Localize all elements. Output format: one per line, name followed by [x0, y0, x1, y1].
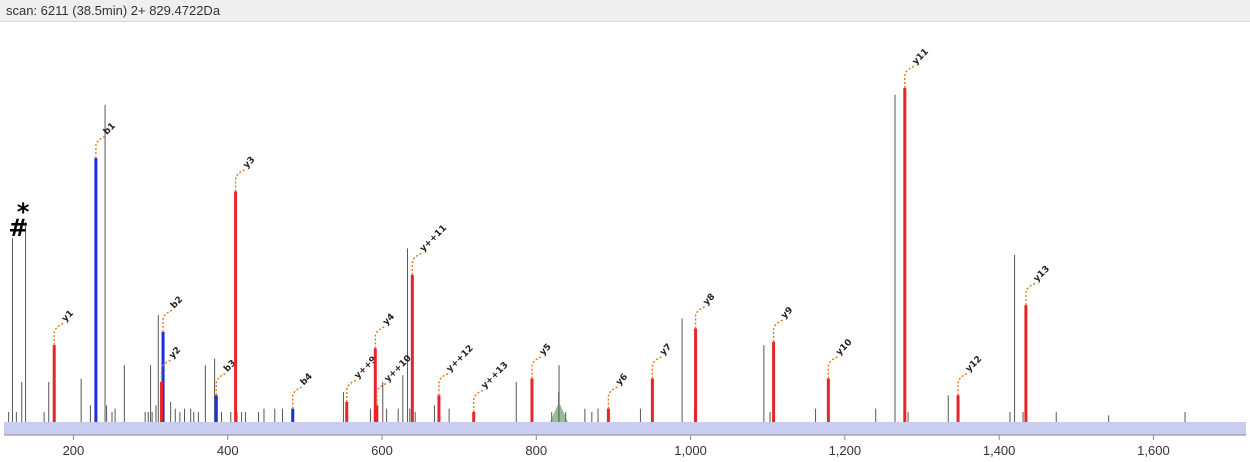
peak-label-y10: y10 [834, 338, 854, 358]
peak-label-line-y4 [374, 325, 386, 349]
peak-label-line-y9 [772, 319, 784, 342]
peak-label-ypp13: y++13 [480, 360, 511, 391]
peak-label-y6: y6 [614, 372, 630, 388]
peak-label-y7: y7 [658, 342, 674, 358]
peak-label-y3: y3 [242, 155, 258, 171]
peak-label-line-b1 [95, 135, 107, 159]
baseline-band [4, 422, 1246, 435]
peak-label-line-y13 [1025, 282, 1037, 306]
peak-label-line-y5 [531, 355, 543, 379]
peak-label-y11: y11 [911, 47, 931, 67]
peak-label-line-y12 [957, 372, 969, 396]
peak-label-y9: y9 [780, 305, 796, 321]
x-tick-label-400: 400 [217, 443, 239, 458]
peak-label-y8: y8 [702, 292, 718, 308]
peak-label-line-y1 [53, 322, 65, 346]
peak-label-y5: y5 [538, 342, 554, 358]
peak-label-line-y11 [904, 65, 916, 88]
peak-label-y12: y12 [964, 354, 984, 374]
x-tick-label-800: 800 [525, 443, 547, 458]
peak-label-line-y8 [694, 305, 706, 329]
special-marker-0: # [8, 214, 28, 242]
peak-label-y1: y1 [60, 309, 76, 325]
x-tick-label-1400: 1,400 [983, 443, 1016, 458]
peak-label-line-y10 [827, 355, 839, 379]
precursor-peak-marker [550, 401, 569, 422]
x-tick-label-600: 600 [371, 443, 393, 458]
special-marker-1: * [17, 198, 30, 226]
precursor-peak [550, 401, 569, 422]
peak-label-line-y2 [160, 359, 172, 382]
peak-label-b2: b2 [169, 295, 185, 311]
x-tick-label-1000: 1,000 [674, 443, 707, 458]
x-axis: 200 400 600 800 1,000 1,200 1,400 1,600 [63, 435, 1170, 458]
peak-label-b4: b4 [299, 372, 315, 388]
unmatched-peaks [8, 94, 1186, 422]
peak-label-y4: y4 [381, 312, 397, 328]
peak-label-line-b3 [215, 372, 227, 396]
peak-label-ypp12: y++12 [445, 344, 476, 375]
x-tick-label-1600: 1,600 [1137, 443, 1170, 458]
x-tick-label-1200: 1,200 [829, 443, 862, 458]
special-markers: #* [8, 198, 29, 242]
peak-label-ypp10: y++10 [383, 354, 414, 385]
peak-label-line-b2 [162, 309, 174, 332]
x-tick-label-200: 200 [63, 443, 85, 458]
scan-label: scan: 6211 (38.5min) 2+ 829.4722Da [6, 3, 221, 18]
peak-label-line-y6 [607, 385, 619, 409]
peak-label-y2: y2 [168, 345, 184, 361]
peak-label-line-ypp10 [376, 382, 388, 406]
peak-label-line-ypp11 [411, 252, 423, 276]
scan-header-bar: scan: 6211 (38.5min) 2+ 829.4722Da [0, 0, 1250, 22]
peak-label-line-ypp12 [438, 372, 450, 396]
peak-label-line-y3 [234, 168, 246, 192]
peak-label-line-ypp9 [346, 379, 358, 402]
peak-label-y13: y13 [1032, 264, 1052, 284]
peak-label-line-b4 [292, 385, 304, 409]
peak-label-line-y7 [651, 355, 663, 379]
peak-label-line-ypp13 [473, 389, 484, 412]
peak-label-b1: b1 [102, 121, 118, 137]
peak-label-ypp11: y++11 [418, 223, 449, 254]
